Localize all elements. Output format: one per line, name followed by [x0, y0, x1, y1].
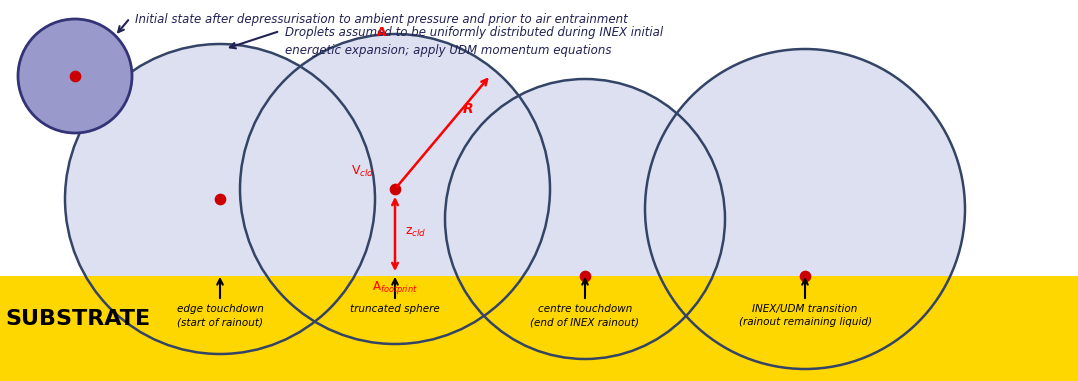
- Bar: [0, 276, 1078, 381]
- Text: centre touchdown
(end of INEX rainout): centre touchdown (end of INEX rainout): [530, 304, 639, 327]
- Text: A$_{footprint}$: A$_{footprint}$: [372, 279, 418, 296]
- Text: SUBSTRATE: SUBSTRATE: [5, 309, 150, 329]
- Point: [797, 273, 814, 279]
- Point: [577, 273, 594, 279]
- Text: Initial state after depressurisation to ambient pressure and prior to air entrai: Initial state after depressurisation to …: [135, 13, 627, 26]
- Point: [211, 196, 229, 202]
- Text: z$_{cld}$: z$_{cld}$: [405, 226, 427, 239]
- Ellipse shape: [645, 49, 965, 369]
- Text: Droplets assumed to be uniformly distributed during INEX initial
energetic expan: Droplets assumed to be uniformly distrib…: [285, 26, 663, 57]
- Text: R: R: [462, 102, 473, 116]
- Text: edge touchdown
(start of rainout): edge touchdown (start of rainout): [177, 304, 263, 327]
- Text: INEX/UDM transition
(rainout remaining liquid): INEX/UDM transition (rainout remaining l…: [738, 304, 871, 327]
- Text: V$_{cld}$: V$_{cld}$: [351, 163, 375, 179]
- Ellipse shape: [445, 79, 725, 359]
- Ellipse shape: [240, 34, 550, 344]
- Point: [67, 73, 84, 79]
- Text: A: A: [377, 26, 387, 39]
- Ellipse shape: [65, 44, 375, 354]
- Bar: [0, 276, 1078, 381]
- Text: truncated sphere: truncated sphere: [350, 304, 440, 314]
- Point: [386, 186, 403, 192]
- Ellipse shape: [18, 19, 132, 133]
